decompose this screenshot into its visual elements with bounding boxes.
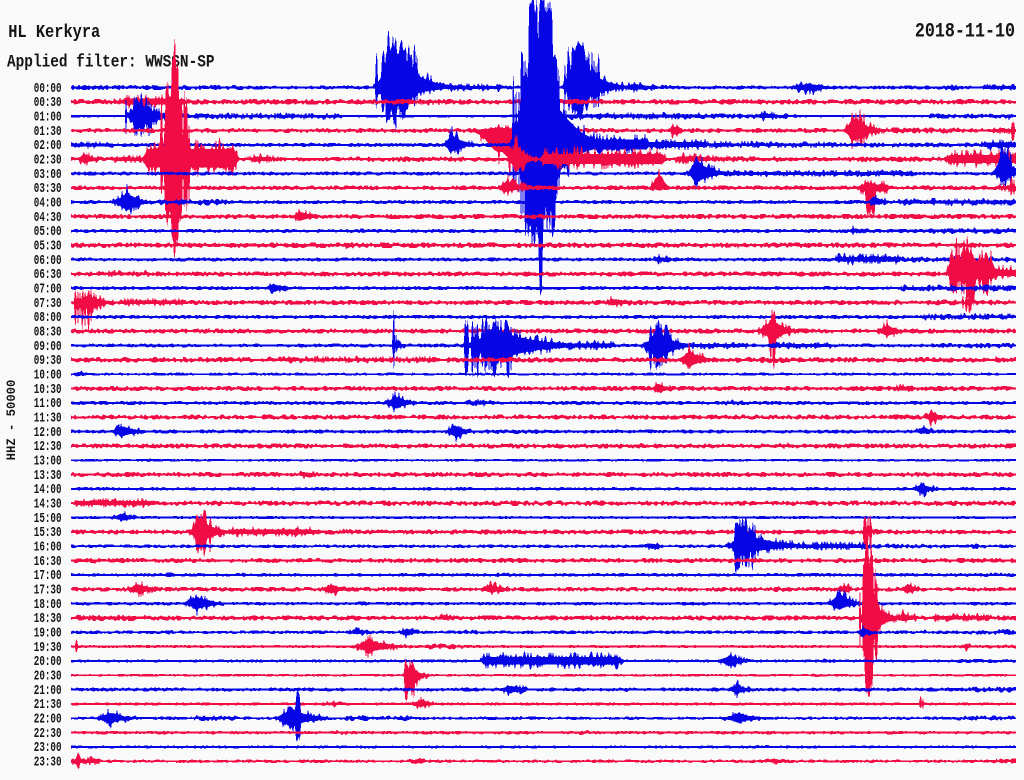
- svg-text:10:30: 10:30: [34, 382, 62, 397]
- svg-text:05:00: 05:00: [34, 225, 62, 240]
- svg-text:20:00: 20:00: [34, 655, 62, 670]
- svg-text:03:30: 03:30: [34, 182, 62, 197]
- svg-text:19:30: 19:30: [34, 640, 62, 655]
- svg-text:HL Kerkyra: HL Kerkyra: [8, 23, 100, 44]
- svg-text:15:30: 15:30: [34, 526, 62, 541]
- svg-text:07:30: 07:30: [34, 296, 62, 311]
- svg-text:18:30: 18:30: [34, 612, 62, 627]
- svg-text:01:00: 01:00: [34, 110, 62, 125]
- svg-text:06:30: 06:30: [34, 268, 62, 283]
- svg-text:08:00: 08:00: [34, 311, 62, 326]
- svg-text:21:30: 21:30: [34, 698, 62, 713]
- svg-text:18:00: 18:00: [34, 597, 62, 612]
- svg-text:00:30: 00:30: [34, 96, 62, 111]
- svg-text:Applied filter: WWSSN-SP: Applied filter: WWSSN-SP: [7, 52, 215, 72]
- svg-text:20:30: 20:30: [34, 669, 62, 684]
- svg-text:01:30: 01:30: [34, 124, 62, 139]
- svg-text:14:30: 14:30: [34, 497, 62, 512]
- svg-text:17:30: 17:30: [34, 583, 62, 598]
- svg-text:HHZ - 50000: HHZ - 50000: [5, 380, 19, 461]
- svg-text:02:30: 02:30: [34, 153, 62, 168]
- svg-text:03:00: 03:00: [34, 167, 62, 182]
- svg-text:04:00: 04:00: [34, 196, 62, 211]
- svg-text:06:00: 06:00: [34, 253, 62, 268]
- svg-text:13:30: 13:30: [34, 468, 62, 483]
- svg-text:23:00: 23:00: [34, 741, 62, 756]
- svg-text:08:30: 08:30: [34, 325, 62, 340]
- svg-text:19:00: 19:00: [34, 626, 62, 641]
- svg-text:17:00: 17:00: [34, 569, 62, 584]
- svg-text:14:00: 14:00: [34, 483, 62, 498]
- svg-text:11:00: 11:00: [34, 397, 62, 412]
- svg-text:22:00: 22:00: [34, 712, 62, 727]
- svg-text:09:00: 09:00: [34, 339, 62, 354]
- svg-text:21:00: 21:00: [34, 683, 62, 698]
- svg-text:05:30: 05:30: [34, 239, 62, 254]
- svg-text:22:30: 22:30: [34, 726, 62, 741]
- svg-text:04:30: 04:30: [34, 210, 62, 225]
- svg-text:13:00: 13:00: [34, 454, 62, 469]
- svg-text:12:30: 12:30: [34, 440, 62, 455]
- svg-text:16:00: 16:00: [34, 540, 62, 555]
- svg-text:10:00: 10:00: [34, 368, 62, 383]
- svg-text:12:00: 12:00: [34, 425, 62, 440]
- svg-text:02:00: 02:00: [34, 139, 62, 154]
- svg-text:07:00: 07:00: [34, 282, 62, 297]
- svg-text:11:30: 11:30: [34, 411, 62, 426]
- svg-text:16:30: 16:30: [34, 554, 62, 569]
- svg-text:09:30: 09:30: [34, 354, 62, 369]
- svg-text:15:00: 15:00: [34, 511, 62, 526]
- svg-text:23:30: 23:30: [34, 755, 62, 770]
- svg-text:2018-11-10: 2018-11-10: [915, 20, 1015, 43]
- svg-text:00:00: 00:00: [34, 81, 62, 96]
